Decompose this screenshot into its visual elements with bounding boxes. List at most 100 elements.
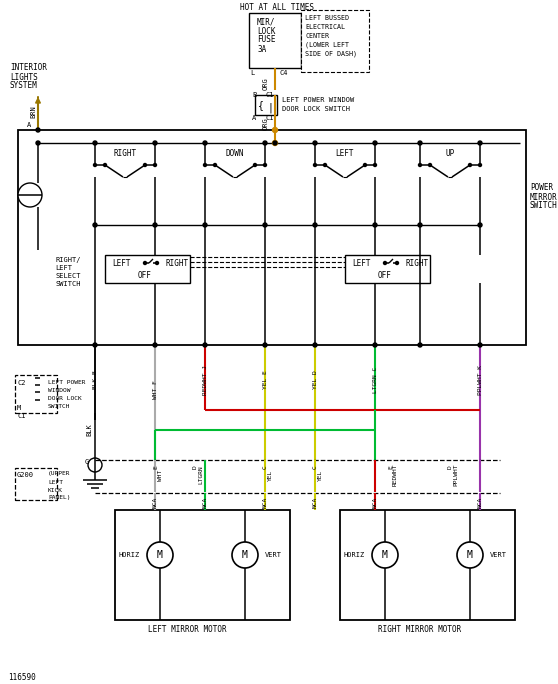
Bar xyxy=(115,510,290,620)
Text: {: { xyxy=(258,100,264,110)
Text: MIRROR: MIRROR xyxy=(530,192,558,202)
Text: M: M xyxy=(242,550,248,560)
Text: REDWHT: REDWHT xyxy=(393,464,398,486)
Text: DOOR LOCK SWITCH: DOOR LOCK SWITCH xyxy=(282,106,350,112)
Text: YEL E: YEL E xyxy=(263,371,268,389)
Text: LEFT POWER WINDOW: LEFT POWER WINDOW xyxy=(282,97,354,103)
Text: C1: C1 xyxy=(17,413,26,419)
Text: SYSTEM: SYSTEM xyxy=(10,81,38,90)
Circle shape xyxy=(313,223,317,227)
Bar xyxy=(249,13,301,68)
Circle shape xyxy=(253,163,257,166)
Text: D: D xyxy=(448,465,453,469)
Text: CENTER: CENTER xyxy=(305,33,329,39)
Circle shape xyxy=(36,128,40,132)
Text: LEFT: LEFT xyxy=(48,479,63,484)
Text: SWITCH: SWITCH xyxy=(48,404,70,410)
Text: C2: C2 xyxy=(17,380,26,386)
Text: G200: G200 xyxy=(17,472,34,478)
Text: MIR/: MIR/ xyxy=(257,18,276,27)
Text: BLK: BLK xyxy=(86,423,92,436)
Circle shape xyxy=(457,542,483,568)
Circle shape xyxy=(373,343,377,347)
Circle shape xyxy=(263,141,267,145)
Text: BLK B: BLK B xyxy=(93,371,98,389)
Text: DOWN: DOWN xyxy=(226,148,244,157)
Text: LEFT: LEFT xyxy=(55,265,72,271)
Text: VERT: VERT xyxy=(265,552,282,558)
Text: SIDE OF DASH): SIDE OF DASH) xyxy=(305,51,357,57)
Text: C1: C1 xyxy=(265,92,273,98)
Text: M: M xyxy=(157,550,163,560)
Text: LOCK: LOCK xyxy=(257,27,276,36)
Text: M: M xyxy=(382,550,388,560)
Text: A: A xyxy=(27,122,31,128)
Circle shape xyxy=(203,343,207,347)
Text: LIGHTS: LIGHTS xyxy=(10,73,38,81)
Text: HORIZ: HORIZ xyxy=(344,552,365,558)
Text: M: M xyxy=(17,405,21,411)
Circle shape xyxy=(469,163,472,166)
Text: LTGRN C: LTGRN C xyxy=(373,367,378,393)
Bar xyxy=(340,510,515,620)
Bar xyxy=(301,10,369,72)
Text: A: A xyxy=(252,115,256,121)
Text: RIGHT/: RIGHT/ xyxy=(55,257,80,263)
Circle shape xyxy=(479,163,482,166)
Text: (LOWER LEFT: (LOWER LEFT xyxy=(305,42,349,49)
Text: B: B xyxy=(252,92,256,98)
Text: DOOR LOCK: DOOR LOCK xyxy=(48,395,82,401)
Circle shape xyxy=(153,223,157,227)
Circle shape xyxy=(418,223,422,227)
Text: E: E xyxy=(153,465,158,469)
Circle shape xyxy=(478,141,482,145)
Circle shape xyxy=(313,343,317,347)
Text: LEFT POWER: LEFT POWER xyxy=(48,380,85,384)
Text: WHT: WHT xyxy=(158,469,163,481)
Circle shape xyxy=(93,223,97,227)
Text: 116590: 116590 xyxy=(8,674,36,683)
Circle shape xyxy=(18,183,42,207)
Circle shape xyxy=(478,223,482,227)
Circle shape xyxy=(88,458,102,472)
Circle shape xyxy=(204,163,206,166)
Text: NCA: NCA xyxy=(313,497,318,508)
Circle shape xyxy=(36,141,40,145)
Bar xyxy=(255,95,277,115)
Circle shape xyxy=(143,163,147,166)
Text: WHT F: WHT F xyxy=(153,380,158,399)
Bar xyxy=(345,255,430,283)
Circle shape xyxy=(273,141,277,145)
Text: SELECT: SELECT xyxy=(55,273,80,279)
Text: NCA: NCA xyxy=(203,497,208,508)
Text: M: M xyxy=(467,550,473,560)
Circle shape xyxy=(272,127,277,133)
Circle shape xyxy=(272,140,277,146)
Text: POWER: POWER xyxy=(530,183,553,192)
Circle shape xyxy=(314,163,316,166)
Text: LEFT BUSSED: LEFT BUSSED xyxy=(305,15,349,21)
Circle shape xyxy=(396,261,398,265)
Circle shape xyxy=(203,223,207,227)
Circle shape xyxy=(153,343,157,347)
Text: VERT: VERT xyxy=(490,552,507,558)
Text: PANEL): PANEL) xyxy=(48,495,70,501)
Circle shape xyxy=(214,163,217,166)
Circle shape xyxy=(263,163,267,166)
Circle shape xyxy=(373,163,377,166)
Circle shape xyxy=(324,163,326,166)
Text: YEL: YEL xyxy=(268,469,273,481)
Text: INTERIOR: INTERIOR xyxy=(10,64,47,73)
Bar xyxy=(18,130,526,345)
Circle shape xyxy=(383,261,387,265)
Circle shape xyxy=(232,542,258,568)
Circle shape xyxy=(418,163,421,166)
Text: OFF: OFF xyxy=(378,270,392,280)
Circle shape xyxy=(263,223,267,227)
Text: LEFT: LEFT xyxy=(352,259,371,267)
Bar xyxy=(15,468,57,500)
Bar xyxy=(105,255,190,283)
Text: 3A: 3A xyxy=(257,46,266,55)
Text: KICK: KICK xyxy=(48,488,63,492)
Text: PPLWHT K: PPLWHT K xyxy=(478,365,483,395)
